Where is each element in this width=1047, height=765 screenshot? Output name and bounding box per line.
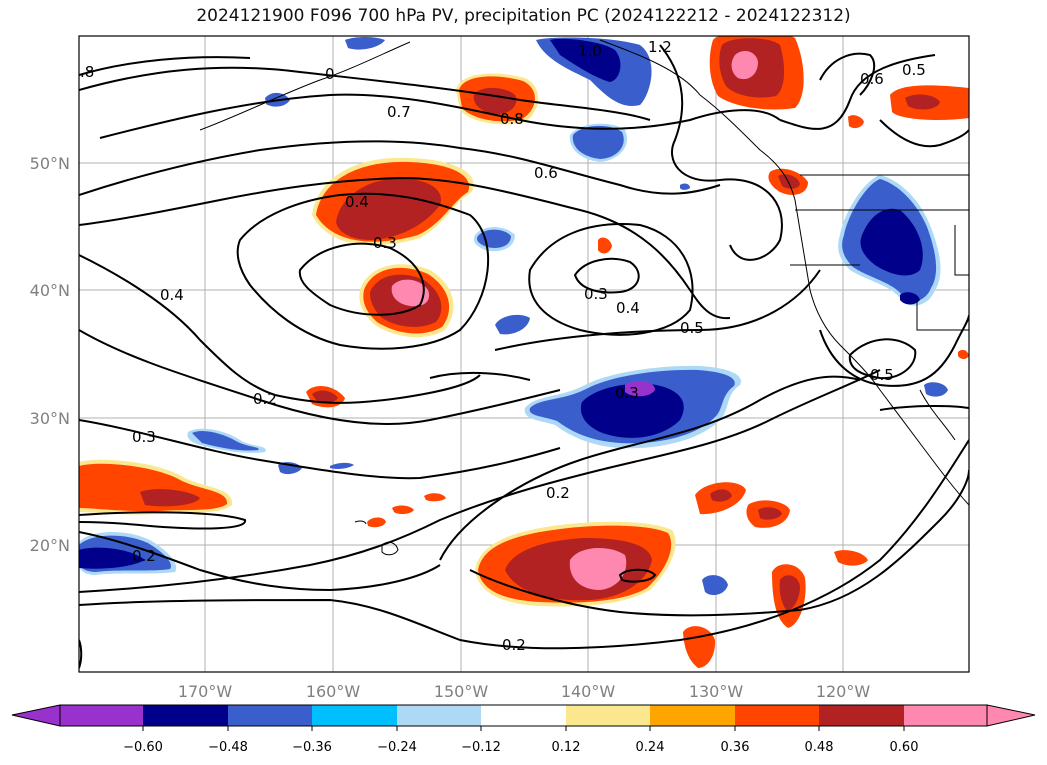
lon-tick-label: 140°W [561,682,616,701]
colorbar-swatch [12,705,143,726]
contour-label: 0.2 [132,547,156,565]
colorbar-label: −0.48 [208,740,248,755]
contour-label: 0.5 [870,366,894,384]
positive-anomaly-areas [79,36,969,668]
contour-label: 1.0 [578,42,602,60]
contour-label: 0.6 [534,164,558,182]
colorbar: −0.60 −0.48 −0.36 −0.24 −0.12 0.12 0.24 … [11,704,1036,755]
lon-tick-label: 170°W [178,682,233,701]
map-frame [78,35,970,673]
colorbar-outline [59,704,988,727]
latitude-ticks: 20°N 30°N 40°N 50°N [30,154,70,555]
contour-label: 0.3 [132,428,156,446]
colorbar-label: −0.24 [377,740,417,755]
lon-tick-label: 160°W [306,682,361,701]
colorbar-label: 0.48 [805,740,834,755]
contour-label: 0.2 [253,390,277,408]
lat-tick-label: 40°N [30,281,70,300]
contour-labels: .8 0 0.7 0.8 0.6 0.4 0.3 0.4 0.3 0.4 0.5… [80,38,926,654]
colorbar-swatch [650,705,735,726]
contour-label: 0.3 [373,234,397,252]
colorbar-swatch [987,705,1035,726]
colorbar-label: 0.36 [721,740,750,755]
map-title: 2024121900 F096 700 hPa PV, precipitatio… [196,6,851,26]
colorbar-swatch [819,705,904,726]
contour-label: 0.5 [902,61,926,79]
colorbar-swatch [735,705,819,726]
lat-tick-label: 20°N [30,536,70,555]
contour-label: 0.3 [615,384,639,402]
contour-label: 0.4 [345,193,369,211]
contour-label: 0 [325,65,335,83]
colorbar-swatch [481,705,566,726]
lat-tick-label: 30°N [30,409,70,428]
lon-tick-label: 150°W [434,682,489,701]
contour-label: 0.5 [680,319,704,337]
colorbar-swatch [143,705,228,726]
colorbar-swatch [397,705,481,726]
contour-label: .8 [80,63,94,81]
contour-label: 0.2 [546,484,570,502]
contour-label: 0.6 [860,70,884,88]
contour-label: 0.4 [616,299,640,317]
colorbar-label: 0.60 [890,740,919,755]
colorbar-swatch [12,705,60,726]
colorbar-swatch [566,705,650,726]
colorbar-label: 0.12 [552,740,581,755]
longitude-ticks: 170°W 160°W 150°W 140°W 130°W 120°W [178,682,871,701]
lon-tick-label: 130°W [689,682,744,701]
colorbar-label: −0.60 [123,740,163,755]
colorbar-label: −0.12 [461,740,501,755]
contour-label: 0.2 [502,636,526,654]
colorbar-swatch [228,705,312,726]
contour-label: 0.7 [387,103,411,121]
contour-label: 1.2 [648,38,672,56]
lon-tick-label: 120°W [816,682,871,701]
colorbar-label: −0.36 [292,740,332,755]
coastlines [199,39,969,556]
colorbar-swatch [312,705,397,726]
colorbar-label: 0.24 [636,740,665,755]
pv-contours [79,44,969,669]
lat-tick-label: 50°N [30,154,70,173]
contour-label: 0.8 [500,110,524,128]
contour-label: 0.4 [160,286,184,304]
contour-label: 0.3 [584,285,608,303]
